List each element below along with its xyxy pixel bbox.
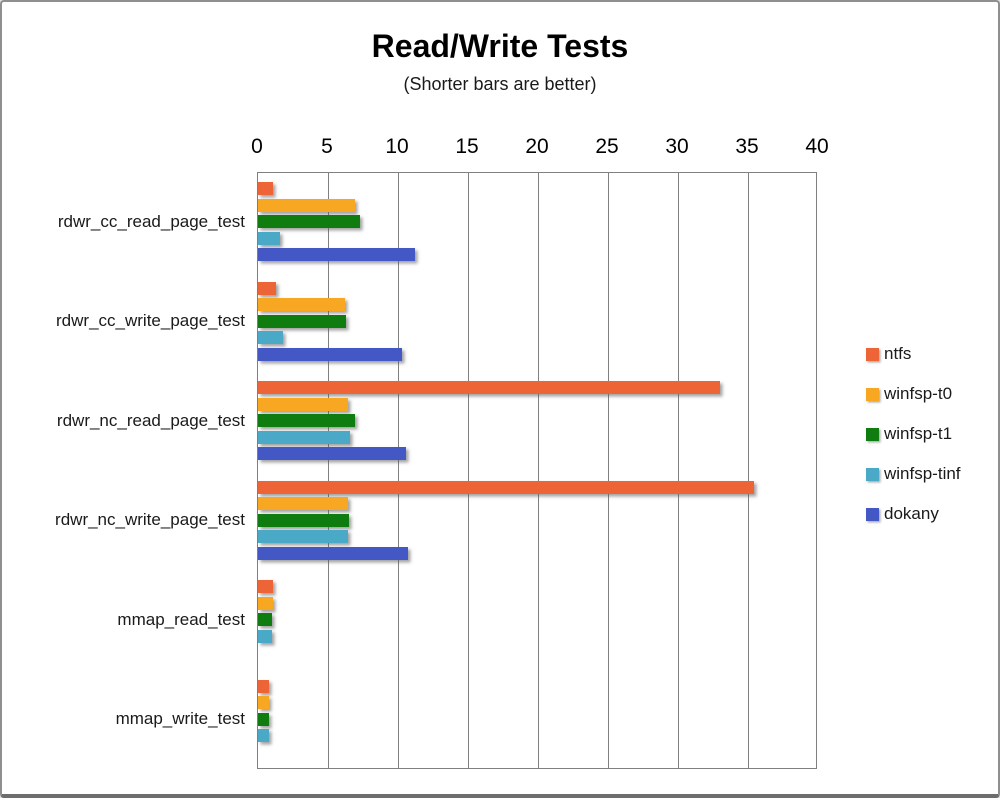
legend-swatch [866, 507, 879, 521]
bar-dokany-rdwr_nc_read_page_test [258, 447, 406, 460]
chart-subtitle: (Shorter bars are better) [403, 74, 597, 94]
bar-winfsp-tinf-rdwr_cc_write_page_test [258, 331, 283, 344]
legend-item-ntfs: ntfs [866, 344, 911, 364]
bar-winfsp-t0-rdwr_nc_read_page_test [258, 398, 348, 411]
bar-ntfs-rdwr_nc_write_page_test [258, 481, 754, 494]
bar-winfsp-tinf-rdwr_nc_read_page_test [258, 431, 350, 444]
chart-title: Read/Write Tests [371, 28, 629, 64]
gridline [608, 173, 609, 768]
x-axis-tick-label: 25 [595, 135, 619, 158]
bar-winfsp-t0-mmap_read_test [258, 597, 273, 610]
legend-label: winfsp-t0 [884, 384, 953, 403]
bar-winfsp-t1-mmap_write_test [258, 713, 269, 726]
x-axis-tick-label: 15 [455, 135, 479, 158]
bar-winfsp-t1-mmap_read_test [258, 613, 272, 626]
bar-winfsp-t0-mmap_write_test [258, 696, 269, 709]
bar-ntfs-rdwr_cc_read_page_test [258, 182, 273, 195]
legend-item-winfsp-t0: winfsp-t0 [866, 384, 952, 404]
bar-winfsp-t1-rdwr_cc_read_page_test [258, 215, 360, 228]
legend-item-dokany: dokany [866, 504, 939, 524]
legend-item-winfsp-tinf: winfsp-tinf [866, 464, 961, 484]
legend-label: dokany [884, 504, 939, 523]
x-axis-tick-label: 10 [385, 135, 409, 158]
gridline [678, 173, 679, 768]
bar-winfsp-t1-rdwr_cc_write_page_test [258, 315, 346, 328]
x-axis-tick-label: 0 [251, 135, 263, 158]
legend-swatch [866, 467, 879, 481]
category-label: mmap_write_test [115, 709, 245, 728]
x-axis-tick-label: 5 [321, 135, 333, 158]
bar-ntfs-mmap_write_test [258, 680, 269, 693]
category-label: mmap_read_test [117, 610, 245, 629]
legend-swatch [866, 387, 879, 401]
bar-ntfs-rdwr_nc_read_page_test [258, 381, 720, 394]
legend-label: ntfs [884, 344, 912, 363]
bar-winfsp-t0-rdwr_cc_write_page_test [258, 298, 345, 311]
plot-area [257, 172, 817, 769]
bar-dokany-rdwr_cc_write_page_test [258, 348, 402, 361]
legend-label: winfsp-tinf [884, 464, 961, 483]
gridline [748, 173, 749, 768]
bar-ntfs-rdwr_cc_write_page_test [258, 282, 276, 295]
bar-ntfs-mmap_read_test [258, 580, 273, 593]
bar-dokany-rdwr_cc_read_page_test [258, 248, 415, 261]
bar-winfsp-t1-rdwr_nc_write_page_test [258, 514, 349, 527]
gridline [538, 173, 539, 768]
category-label: rdwr_cc_write_page_test [56, 311, 245, 330]
x-axis-tick-label: 30 [665, 135, 689, 158]
category-label: rdwr_nc_read_page_test [56, 411, 245, 430]
x-axis-tick-label: 35 [735, 135, 759, 158]
gridline [398, 173, 399, 768]
gridline [468, 173, 469, 768]
bar-winfsp-tinf-rdwr_nc_write_page_test [258, 530, 348, 543]
x-axis-tick-label: 40 [805, 135, 829, 158]
legend-swatch [866, 427, 879, 441]
bar-winfsp-t0-rdwr_cc_read_page_test [258, 199, 355, 212]
bar-winfsp-tinf-rdwr_cc_read_page_test [258, 232, 280, 245]
category-label: rdwr_cc_read_page_test [57, 212, 245, 231]
bar-winfsp-tinf-mmap_read_test [258, 630, 272, 643]
bar-winfsp-t0-rdwr_nc_write_page_test [258, 497, 348, 510]
x-axis-tick-label: 20 [525, 135, 549, 158]
legend-swatch [866, 347, 879, 361]
gridline [328, 173, 329, 768]
bar-winfsp-tinf-mmap_write_test [258, 729, 269, 742]
bar-winfsp-t1-rdwr_nc_read_page_test [258, 414, 355, 427]
legend-label: winfsp-t1 [884, 424, 953, 443]
category-label: rdwr_nc_write_page_test [55, 510, 245, 529]
bar-dokany-rdwr_nc_write_page_test [258, 547, 408, 560]
legend-item-winfsp-t1: winfsp-t1 [866, 424, 952, 444]
